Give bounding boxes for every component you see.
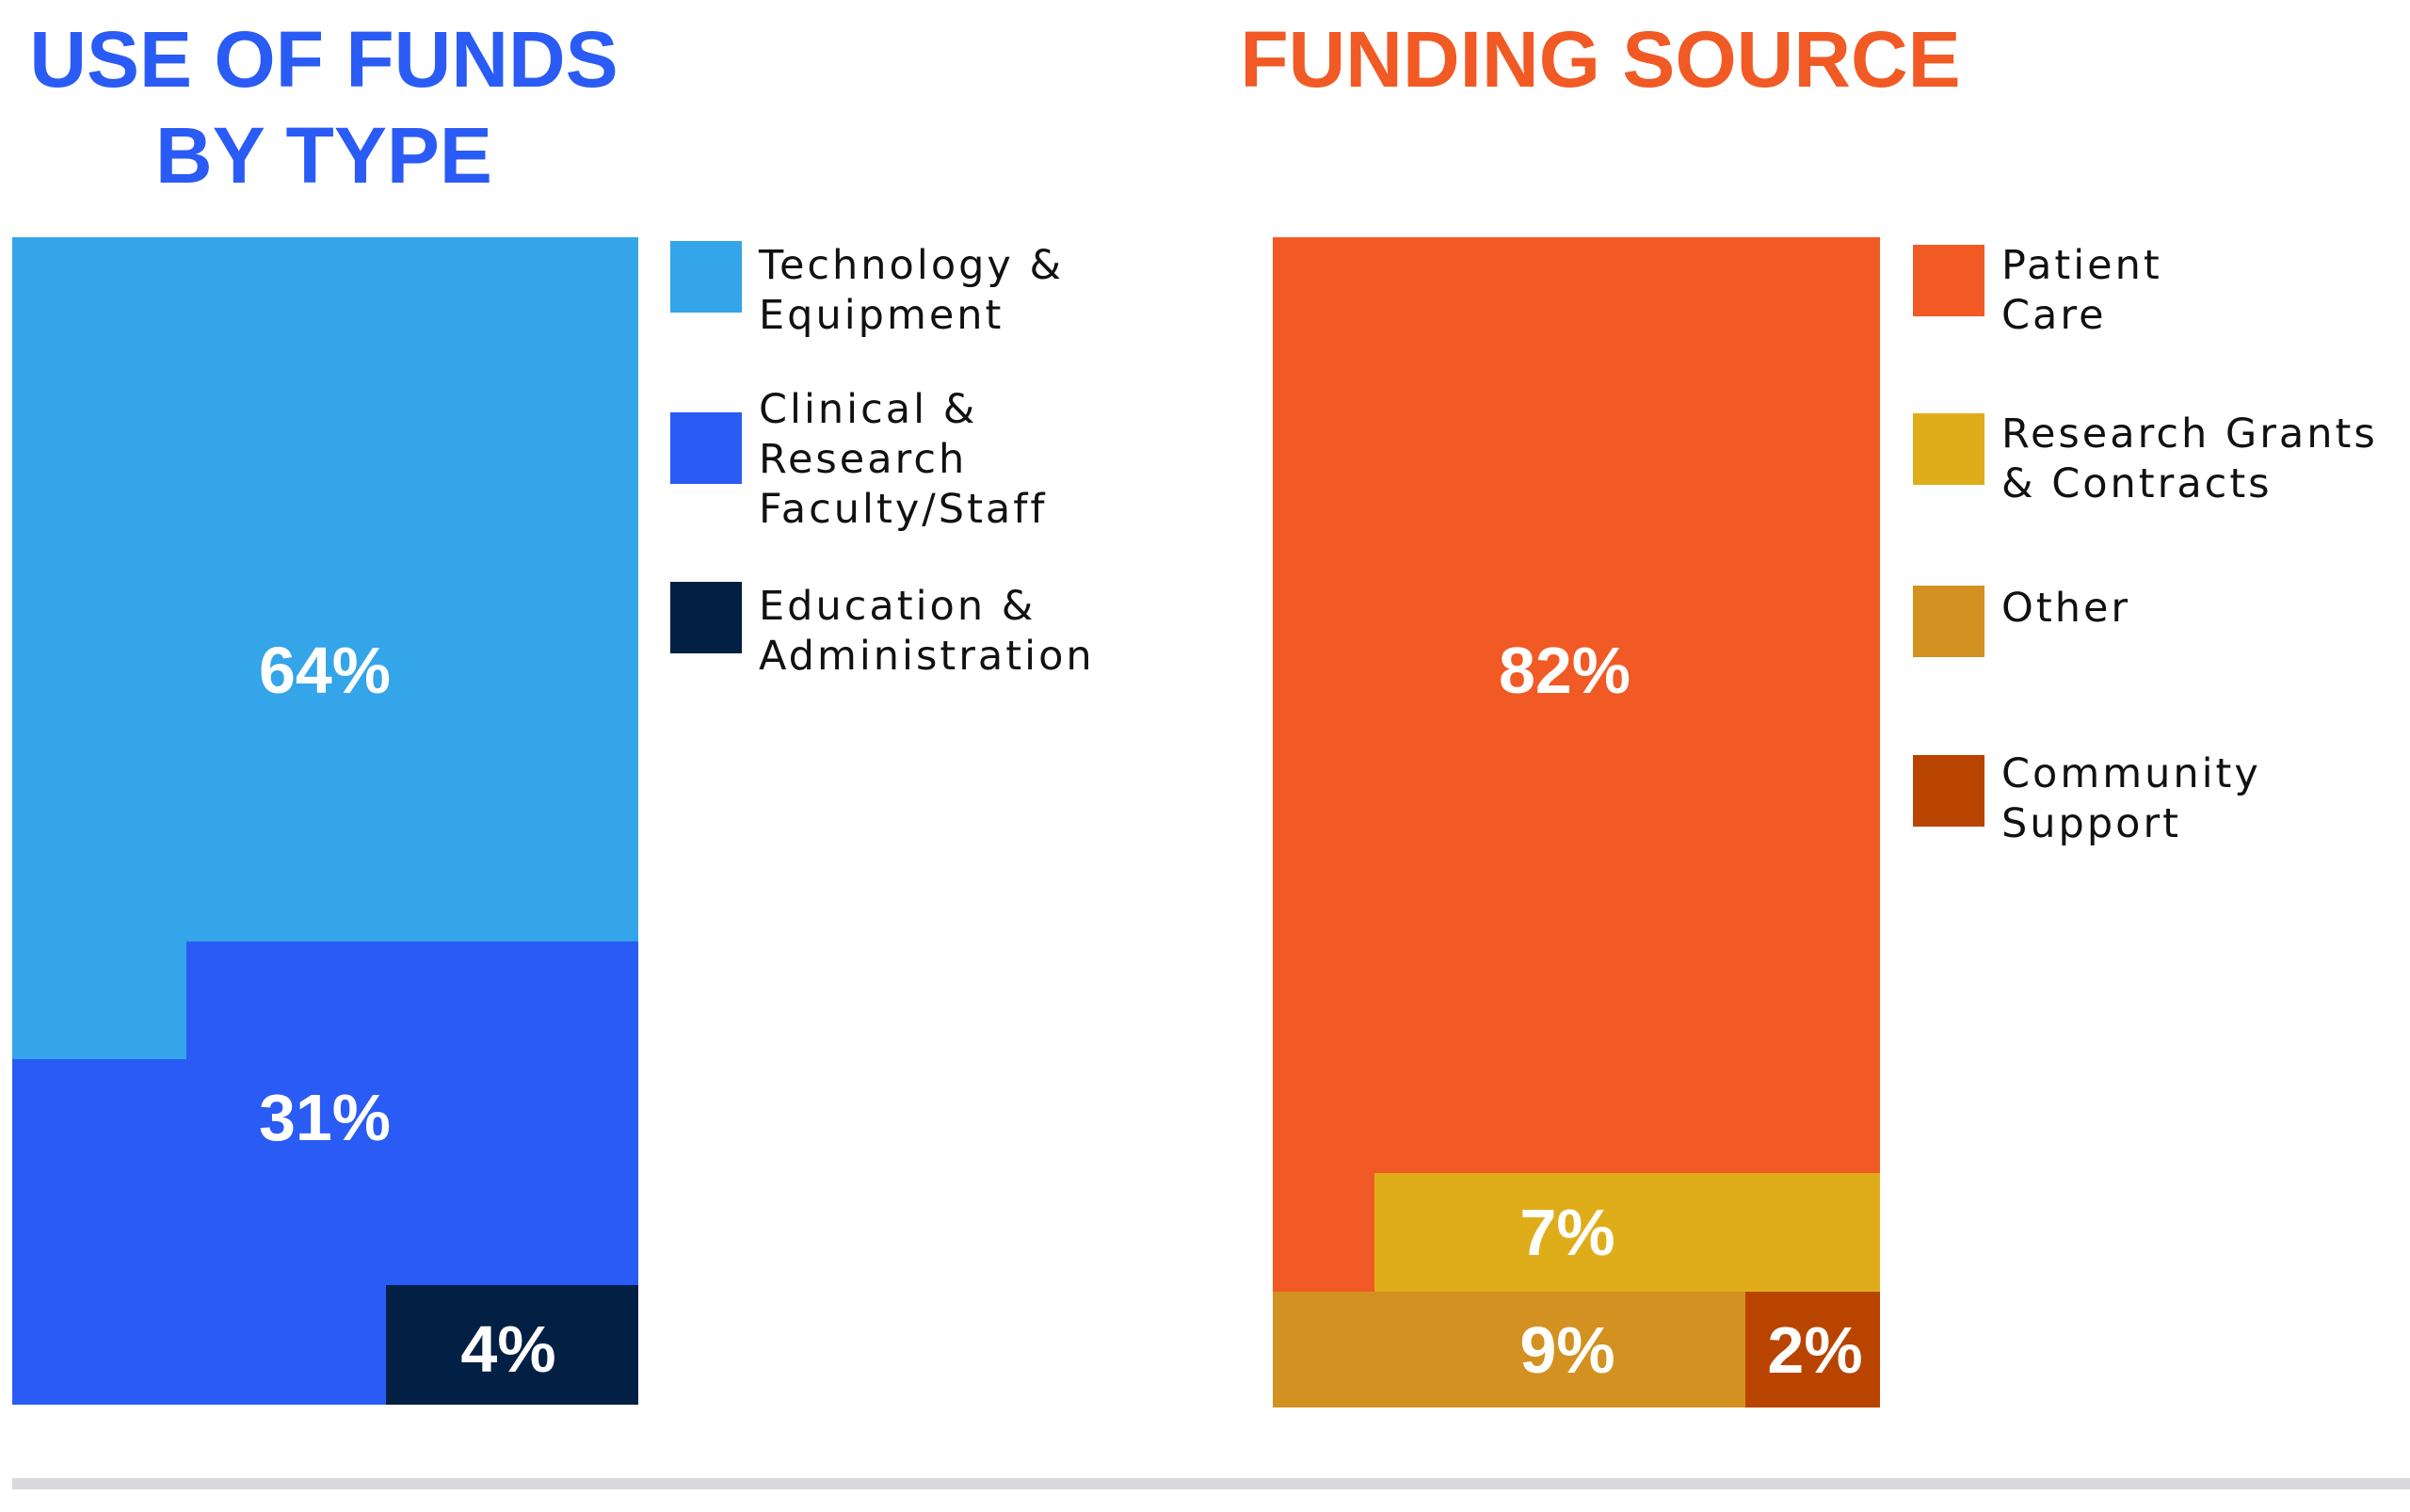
legend-swatch (670, 582, 742, 653)
legend-swatch (670, 241, 742, 313)
legend-label: Patient Care (2001, 241, 2162, 341)
legend-label: Community Support (2001, 749, 2261, 849)
block-education-administration (386, 1285, 638, 1405)
block-community-support (1745, 1292, 1880, 1407)
legend-label: Other (2001, 584, 2130, 634)
chart-title-funding-source: FUNDING SOURCE (1130, 11, 2071, 107)
legend-label: Research Grants & Contracts (2001, 410, 2378, 509)
value-label-clinical-research: 31% (258, 1081, 392, 1154)
chart-title-use-of-funds: USE OF FUNDS BY TYPE (0, 11, 648, 203)
chart-title-line: USE OF FUNDS (29, 15, 619, 104)
chart-title-line: BY TYPE (155, 111, 492, 200)
block-other (1273, 1292, 1745, 1407)
legend-label: Education & Administration (759, 582, 1095, 682)
chart-title-line: FUNDING SOURCE (1240, 15, 1961, 104)
legend-label-line: Care (2001, 292, 2107, 339)
block-technology-equipment (12, 237, 638, 1059)
legend-label: Technology & Equipment (759, 241, 1064, 341)
legend-label: Clinical & Research Faculty/Staff (759, 385, 1048, 535)
legend-swatch (1913, 586, 1984, 657)
legend-swatch (1913, 245, 1984, 316)
legend-label-line: Education & (759, 583, 1036, 630)
legend-label-line: & Contracts (2001, 460, 2273, 507)
legend-label-line: Patient (2001, 242, 2162, 289)
value-label-other: 9% (1519, 1313, 1615, 1387)
legend-label-line: Administration (759, 633, 1095, 680)
legend-label-line: Research (759, 436, 968, 483)
legend-label-line: Community (2001, 750, 2261, 797)
value-label-patient-care: 82% (1498, 634, 1631, 707)
legend-label-line: Technology & (759, 242, 1065, 289)
legend-label-line: Support (2001, 800, 2181, 847)
value-label-education-administration: 4% (460, 1312, 556, 1386)
legend-label-line: Faculty/Staff (759, 486, 1048, 533)
legend-swatch (1913, 755, 1984, 827)
value-label-research-grants-contracts: 7% (1519, 1196, 1615, 1269)
legend-label-line: Clinical & (759, 386, 978, 433)
block-research-grants-contracts (1374, 1173, 1880, 1292)
block-technology-equipment-step (12, 941, 186, 1059)
value-label-community-support: 2% (1767, 1313, 1863, 1387)
legend-swatch (670, 412, 742, 484)
legend-swatch (1913, 413, 1984, 485)
legend-label-line: Other (2001, 585, 2131, 632)
value-label-technology-equipment: 64% (258, 634, 392, 707)
legend-label-line: Research Grants (2001, 410, 2378, 458)
block-clinical-research (186, 941, 638, 1059)
block-patient-care (1273, 237, 1880, 1292)
baseline-divider (12, 1478, 2410, 1489)
legend-label-line: Equipment (759, 292, 1004, 339)
